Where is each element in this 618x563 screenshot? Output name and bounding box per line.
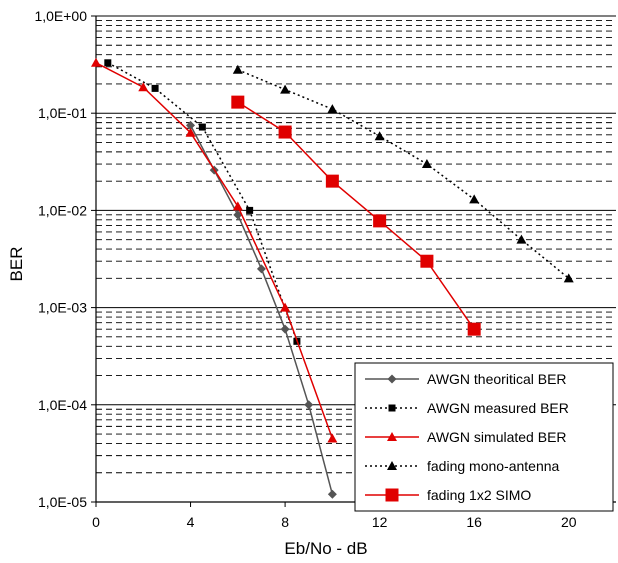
data-point (516, 234, 527, 244)
data-point (256, 264, 266, 274)
series-line (95, 62, 334, 439)
data-point (280, 302, 291, 312)
data-point (327, 104, 338, 114)
series-line (237, 101, 475, 330)
legend-item: AWGN theoritical BER (365, 371, 567, 387)
legend-label: AWGN simulated BER (427, 429, 567, 445)
data-point (280, 84, 291, 94)
data-point (304, 400, 314, 410)
legend-label: AWGN theoritical BER (427, 371, 567, 387)
y-tick-label: 1,0E-03 (38, 300, 87, 316)
data-point (231, 95, 245, 109)
series-4 (232, 64, 574, 283)
x-tick-label: 4 (187, 514, 195, 530)
series-3 (91, 57, 338, 443)
data-point (185, 127, 196, 137)
legend-item: fading mono-antenna (365, 458, 560, 474)
data-point (374, 131, 385, 141)
data-point (198, 123, 206, 131)
data-point (327, 433, 338, 443)
y-axis-label: BER (7, 247, 26, 282)
data-point (467, 322, 481, 336)
series-5 (231, 95, 481, 336)
data-point (151, 84, 159, 92)
y-tick-label: 1,0E-02 (38, 202, 87, 218)
series-2 (104, 59, 301, 345)
legend-marker (387, 374, 397, 384)
legend-label: AWGN measured BER (427, 400, 569, 416)
data-point (327, 489, 337, 499)
x-tick-label: 12 (372, 514, 388, 530)
x-tick-label: 0 (92, 514, 100, 530)
data-point (104, 59, 112, 67)
data-point (278, 125, 292, 139)
axes-layer: 1,0E+00 1,0E-01 1,0E-02 1,0E-03 1,0E-04 1,0E-… (34, 8, 616, 530)
y-tick-label: 1,0E-05 (38, 494, 87, 510)
y-tick-label: 1,0E+00 (34, 8, 87, 24)
legend-marker (387, 461, 397, 470)
legend-label: fading mono-antenna (427, 458, 560, 474)
data-point (421, 159, 432, 169)
legend-item: fading 1x2 SIMO (365, 487, 531, 503)
data-point (246, 206, 254, 214)
data-point (91, 57, 101, 67)
series-1 (186, 120, 337, 499)
data-point (325, 174, 339, 188)
legend-marker (388, 404, 396, 412)
data-point (420, 254, 434, 268)
legend-marker (387, 432, 397, 441)
legend: AWGN theoritical BER AWGN measured BER AWG… (354, 362, 614, 512)
data-point (563, 273, 574, 283)
y-tick-label: 1,0E-04 (38, 397, 87, 413)
data-point (469, 194, 480, 204)
legend-label: fading 1x2 SIMO (427, 487, 531, 503)
data-point (280, 324, 290, 334)
y-tick-label: 1,0E-01 (38, 105, 87, 121)
x-tick-label: 8 (281, 514, 289, 530)
series-layer (91, 57, 574, 499)
x-tick-label: 20 (561, 514, 577, 530)
data-point (232, 201, 243, 211)
legend-marker (385, 488, 399, 502)
legend-item: AWGN measured BER (365, 400, 569, 416)
series-line (189, 124, 334, 495)
legend-item: AWGN simulated BER (365, 429, 567, 445)
data-point (232, 64, 243, 74)
data-point (138, 82, 149, 92)
x-tick-label: 16 (466, 514, 482, 530)
data-point (373, 214, 387, 228)
series-line (107, 62, 298, 342)
series-line (237, 69, 570, 279)
x-axis-label: Eb/No - dB (284, 539, 367, 558)
data-point (186, 120, 196, 130)
